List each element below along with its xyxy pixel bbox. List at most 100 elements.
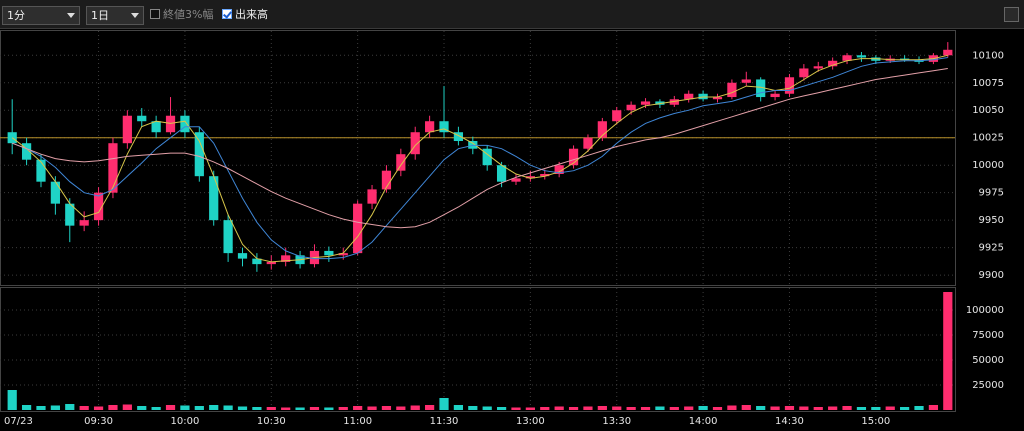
- candle-body: [496, 165, 507, 182]
- candle-body: [727, 82, 737, 98]
- candle-body: [50, 181, 60, 204]
- volume-bar: [640, 407, 651, 410]
- range-select[interactable]: 1日: [86, 6, 144, 25]
- candle-body: [900, 58, 910, 60]
- candle-body: [712, 97, 723, 100]
- x-tick-label: 13:30: [602, 416, 631, 427]
- volume-bar: [914, 406, 924, 410]
- y-tick-label: 10000: [972, 160, 1004, 171]
- volume-bar: [540, 407, 550, 410]
- x-tick-label: 10:30: [257, 416, 286, 427]
- candle-body: [511, 178, 521, 182]
- candle-body: [482, 148, 492, 166]
- settings-button[interactable]: [1004, 7, 1019, 22]
- candle-body: [381, 170, 392, 190]
- candle-body: [137, 115, 147, 122]
- candle-body: [943, 49, 953, 56]
- volume-bar: [295, 407, 305, 410]
- candle-body: [770, 93, 780, 98]
- volume-bar: [756, 406, 766, 410]
- candle-body: [122, 115, 132, 144]
- volume-bar: [381, 406, 392, 410]
- volume-bar: [237, 406, 248, 410]
- candle-body: [353, 203, 363, 254]
- y-tick-label: 75000: [972, 330, 1004, 341]
- x-tick-label: 11:00: [343, 416, 372, 427]
- candle-body: [597, 121, 607, 138]
- candle-body: [568, 148, 579, 166]
- y-tick-label: 9950: [979, 215, 1004, 226]
- volume-bar: [583, 406, 593, 410]
- volume-bar: [468, 406, 478, 410]
- volume-bar: [928, 405, 939, 410]
- volume-bar: [309, 407, 320, 410]
- volume-bar: [165, 405, 176, 410]
- volume-bar: [784, 406, 795, 410]
- volume-bar: [453, 405, 464, 410]
- candle-body: [65, 203, 75, 226]
- checkbox[interactable]: [150, 9, 160, 19]
- volume-bar: [21, 405, 32, 410]
- candle-body: [828, 60, 838, 67]
- range-label: 1日: [91, 9, 109, 22]
- candle-body: [813, 66, 823, 69]
- volume-bar: [209, 405, 219, 410]
- candle-body: [439, 121, 449, 133]
- candle-body: [784, 77, 795, 94]
- candle-body: [453, 132, 464, 142]
- checkbox[interactable]: [222, 9, 232, 19]
- candle-body: [669, 99, 679, 105]
- chart: 9900 9925 9950 9975 10000 10025 10050 10075 1010…: [0, 30, 1004, 427]
- y-tick-label: 25000: [972, 380, 1004, 391]
- volume-bar: [79, 406, 89, 410]
- volume-bar: [842, 406, 852, 410]
- volume-bar: [252, 407, 262, 410]
- volume-bar: [612, 406, 622, 410]
- candle-body: [396, 154, 406, 171]
- y-tick-label: 9975: [979, 188, 1004, 199]
- candle-body: [626, 104, 636, 111]
- volume-bar: [525, 407, 535, 410]
- volume-bar: [194, 406, 204, 410]
- volume-bar: [770, 406, 780, 410]
- candle-body: [684, 93, 694, 100]
- panel-frame: [0, 287, 956, 412]
- candle-body: [468, 141, 478, 149]
- candle-body: [799, 68, 809, 78]
- candle-body: [612, 110, 622, 122]
- candle-body: [108, 143, 118, 193]
- candle-body: [756, 79, 766, 98]
- volume-bar: [698, 406, 708, 410]
- candle-body: [554, 165, 564, 174]
- volume-bar: [655, 406, 665, 410]
- candle-body: [165, 115, 176, 133]
- candle-body: [93, 192, 104, 221]
- panel-frame: [0, 30, 956, 286]
- candle-body: [367, 189, 377, 204]
- candle-body: [741, 79, 751, 83]
- volume-bar: [108, 405, 118, 410]
- volume-bar: [900, 407, 910, 410]
- volume-bar: [122, 404, 132, 410]
- volume-bar: [799, 406, 809, 410]
- volume-bar: [223, 405, 233, 410]
- volume-bar: [151, 407, 161, 410]
- volume-bar: [626, 407, 636, 410]
- volume-bar: [511, 407, 521, 410]
- volume-bar: [281, 407, 291, 410]
- candle-body: [266, 261, 276, 265]
- candle-body: [871, 57, 881, 61]
- x-tick-label: 10:00: [171, 416, 200, 427]
- candle-body: [842, 55, 852, 61]
- y-tick-label: 10100: [972, 50, 1004, 61]
- candle-body: [525, 176, 535, 179]
- candle-body: [151, 121, 161, 133]
- candle-body: [252, 258, 262, 265]
- candle-body: [698, 93, 708, 100]
- candle-body: [237, 253, 248, 259]
- volume-bar: [741, 405, 751, 410]
- candle-body: [324, 250, 334, 256]
- interval-select[interactable]: 1分: [2, 6, 80, 25]
- y-tick-label: 10050: [972, 105, 1004, 116]
- y-tick-label: 10075: [972, 78, 1004, 89]
